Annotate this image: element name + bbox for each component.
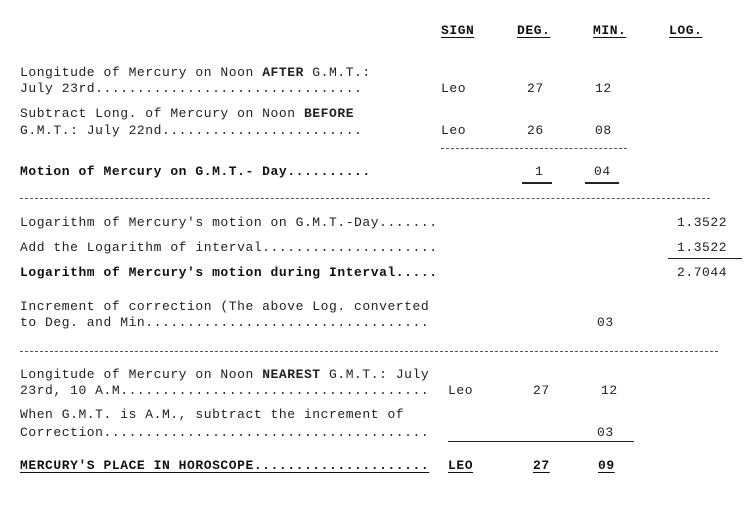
motion-label: Motion of Mercury on G.M.T.- Day........… [20,164,371,179]
after-deg: 27 [527,81,544,96]
motion-deg-underline [522,182,552,184]
increment-label-line2: to Deg. and Min.........................… [20,315,430,330]
motion-min-underline [585,182,619,184]
nearest-min: 12 [601,383,618,398]
before-sign: Leo [441,123,467,138]
log-during-value: 2.7044 [677,265,728,280]
subtract-label-line1: When G.M.T. is A.M., subtract the increm… [20,407,405,422]
nearest-label-line2: 23rd, 10 A.M............................… [20,383,430,398]
nearest-label-line1: Longitude of Mercury on Noon NEAREST G.M… [20,367,430,382]
section-divider-2 [20,351,718,352]
result-sign: LEO [448,458,474,473]
header-sign: SIGN [441,23,475,38]
result-min: 09 [598,458,615,473]
subtract-label-line2: Correction..............................… [20,425,430,440]
subtotal-rule [441,148,627,149]
log-sum-underline [668,258,742,259]
header-deg: DEG. [517,23,551,38]
log-motion-value: 1.3522 [677,215,728,230]
section-divider-1 [20,198,710,199]
before-min: 08 [595,123,612,138]
before-deg: 26 [527,123,544,138]
subtract-min: 03 [597,425,614,440]
before-label-line1: Subtract Long. of Mercury on Noon BEFORE [20,106,355,121]
header-min: MIN. [593,23,627,38]
nearest-deg: 27 [533,383,550,398]
log-motion-label: Logarithm of Mercury's motion on G.M.T.-… [20,215,438,230]
after-sign: Leo [441,81,467,96]
result-deg: 27 [533,458,550,473]
after-min: 12 [595,81,612,96]
header-log: LOG. [669,23,703,38]
log-interval-label: Add the Logarithm of interval...........… [20,240,438,255]
motion-deg: 1 [535,164,544,179]
increment-label-line1: Increment of correction (The above Log. … [20,299,430,314]
after-label-line1: Longitude of Mercury on Noon AFTER G.M.T… [20,65,371,80]
nearest-sign: Leo [448,383,474,398]
after-label-line2: July 23rd...............................… [20,81,363,96]
result-label: MERCURY'S PLACE IN HOROSCOPE............… [20,458,430,473]
motion-min: 04 [594,164,611,179]
log-during-label: Logarithm of Mercury's motion during Int… [20,265,438,280]
increment-min: 03 [597,315,614,330]
before-label-line2: G.M.T.: July 22nd.......................… [20,123,363,138]
final-sum-underline [448,441,634,442]
log-interval-value: 1.3522 [677,240,728,255]
